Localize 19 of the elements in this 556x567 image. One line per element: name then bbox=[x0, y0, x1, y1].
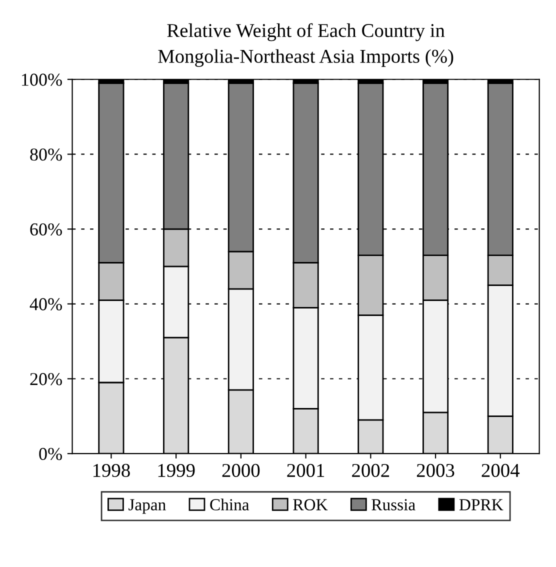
x-tick-label: 1998 bbox=[93, 464, 130, 478]
y-tick-label: 0% bbox=[39, 448, 62, 460]
legend-label: Russia bbox=[372, 499, 416, 510]
chart-title: Relative Weight of Each Country in Mongolia-Northeast Asia Imports (%) bbox=[158, 23, 454, 67]
x-tick-label: 2002 bbox=[352, 464, 390, 478]
y-tick-label: 20% bbox=[30, 373, 62, 386]
legend-label: China bbox=[210, 498, 250, 510]
legend-label: Japan bbox=[128, 499, 166, 514]
x-tick-label: 2000 bbox=[222, 464, 260, 478]
x-tick-label: 2001 bbox=[287, 464, 324, 478]
legend-label: ROK bbox=[293, 499, 328, 510]
x-tick-label: 1999 bbox=[158, 464, 195, 478]
legend-label: DPRK bbox=[459, 499, 504, 510]
y-tick-label: 40% bbox=[30, 298, 62, 310]
x-tick-label: 2003 bbox=[416, 464, 454, 478]
y-tick-label: 80% bbox=[30, 148, 62, 161]
x-tick-label: 2004 bbox=[482, 464, 520, 478]
y-tick-label: 100% bbox=[22, 74, 62, 86]
y-tick-label: 60% bbox=[30, 223, 62, 236]
